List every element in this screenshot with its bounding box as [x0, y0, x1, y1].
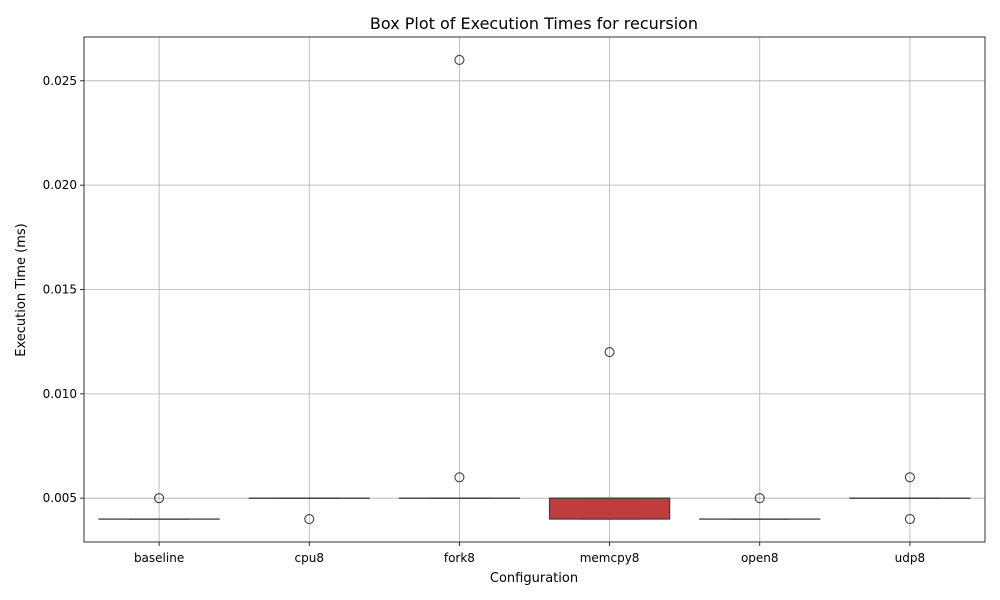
- x-axis-label: Configuration: [490, 571, 578, 586]
- x-tick-label: baseline: [134, 551, 184, 565]
- y-tick-label: 0.010: [43, 387, 77, 401]
- y-tick-label: 0.015: [43, 283, 77, 297]
- outlier-point: [754, 493, 765, 504]
- box-iqr: [548, 497, 671, 520]
- x-tick-label: memcpy8: [580, 551, 640, 565]
- box-layer: [98, 54, 971, 525]
- x-tick-label: open8: [741, 551, 779, 565]
- outlier-point: [454, 54, 465, 66]
- box-udp8: [849, 472, 971, 525]
- tick-layer: baseline cpu8 fork8 memcpy8 open8 udp8 0.005 0.…: [43, 74, 926, 565]
- chart-title: Box Plot of Execution Times for recursio…: [370, 14, 698, 33]
- outlier-point: [904, 513, 915, 525]
- box-baseline: [98, 493, 220, 520]
- box-memcpy8: [548, 347, 671, 520]
- y-tick-label: 0.005: [43, 491, 77, 505]
- box-cpu8: [248, 497, 370, 525]
- outlier-point: [904, 472, 915, 483]
- y-tick-label: 0.025: [43, 74, 77, 88]
- outlier-point: [454, 472, 465, 483]
- y-tick-label: 0.020: [43, 178, 77, 192]
- x-tick-label: udp8: [895, 551, 925, 565]
- x-tick-label: fork8: [444, 551, 475, 565]
- box-open8: [699, 493, 821, 520]
- outlier-point: [604, 347, 615, 358]
- y-axis-label: Execution Time (ms): [14, 223, 29, 356]
- box-fork8: [398, 54, 521, 499]
- x-tick-label: cpu8: [295, 551, 324, 565]
- outlier-point: [154, 493, 165, 504]
- outlier-point: [304, 513, 315, 525]
- grid-layer: [84, 37, 985, 542]
